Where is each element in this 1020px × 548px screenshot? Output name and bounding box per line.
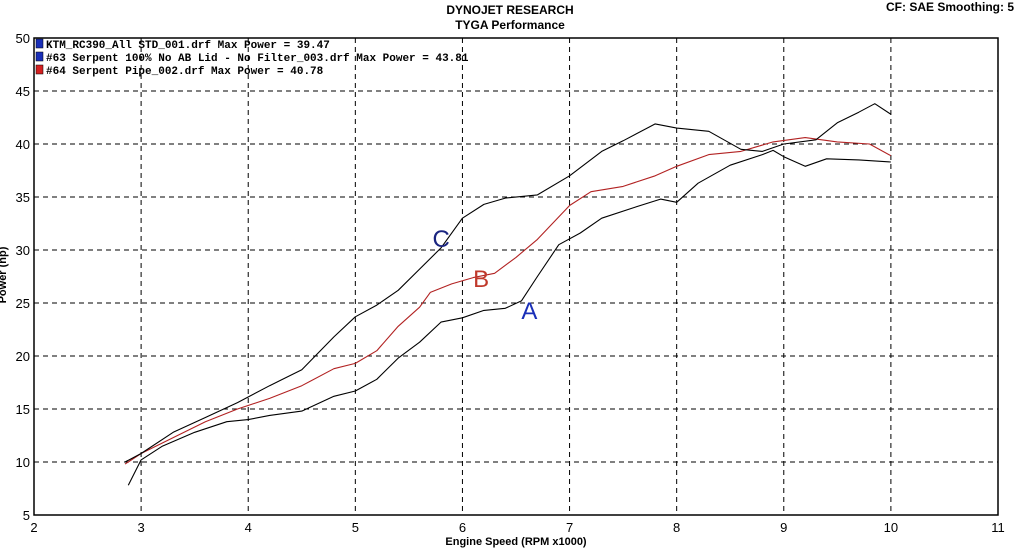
x-tick-label: 3 [137, 520, 144, 535]
y-tick-label: 35 [16, 190, 30, 205]
plot-frame [33, 37, 999, 516]
series-line-b [124, 137, 892, 465]
legend-entry: #63 Serpent 100% No AB Lid - No Filter_0… [46, 53, 469, 65]
x-tick-label: 10 [884, 520, 898, 535]
x-tick-label: 4 [245, 520, 252, 535]
x-tick-label: 5 [352, 520, 359, 535]
legend-entry: #64 Serpent Pipe_002.drf Max Power = 40.… [46, 66, 324, 78]
series-line-a [127, 149, 891, 486]
curve-label-a: A [521, 298, 537, 325]
x-tick-label: 2 [30, 520, 37, 535]
x-tick-label: 11 [991, 520, 1005, 535]
y-tick-label: 45 [16, 84, 30, 99]
curve-label-b: B [473, 266, 489, 293]
y-tick-label: 5 [23, 508, 30, 523]
x-tick-label: 7 [566, 520, 573, 535]
legend-swatch [35, 64, 44, 75]
y-tick-label: 40 [16, 137, 30, 152]
chart-subtitle: TYGA Performance [455, 18, 565, 32]
y-tick-label: 10 [16, 455, 30, 470]
y-axis-label: Power (hp) [0, 246, 9, 303]
legend-swatch [35, 51, 44, 62]
chart-title: DYNOJET RESEARCH [446, 3, 574, 17]
series-line-c [124, 103, 892, 463]
legend-entry: KTM_RC390_All STD_001.drf Max Power = 39… [46, 40, 330, 52]
x-tick-label: 9 [780, 520, 787, 535]
legend-swatch [35, 38, 44, 49]
power-curves [124, 103, 892, 486]
curve-label-c: C [432, 226, 449, 253]
y-tick-label: 30 [16, 243, 30, 258]
y-tick-label: 15 [16, 402, 30, 417]
y-tick-label: 25 [16, 296, 30, 311]
y-tick-label: 20 [16, 349, 30, 364]
x-axis-label: Engine Speed (RPM x1000) [445, 536, 587, 548]
settings-readout: CF: SAE Smoothing: 5 [886, 0, 1014, 14]
legend: KTM_RC390_All STD_001.drf Max Power = 39… [35, 38, 469, 78]
grid-lines [34, 38, 998, 515]
x-tick-label: 6 [459, 520, 466, 535]
x-tick-label: 8 [673, 520, 680, 535]
y-tick-label: 50 [16, 31, 30, 46]
